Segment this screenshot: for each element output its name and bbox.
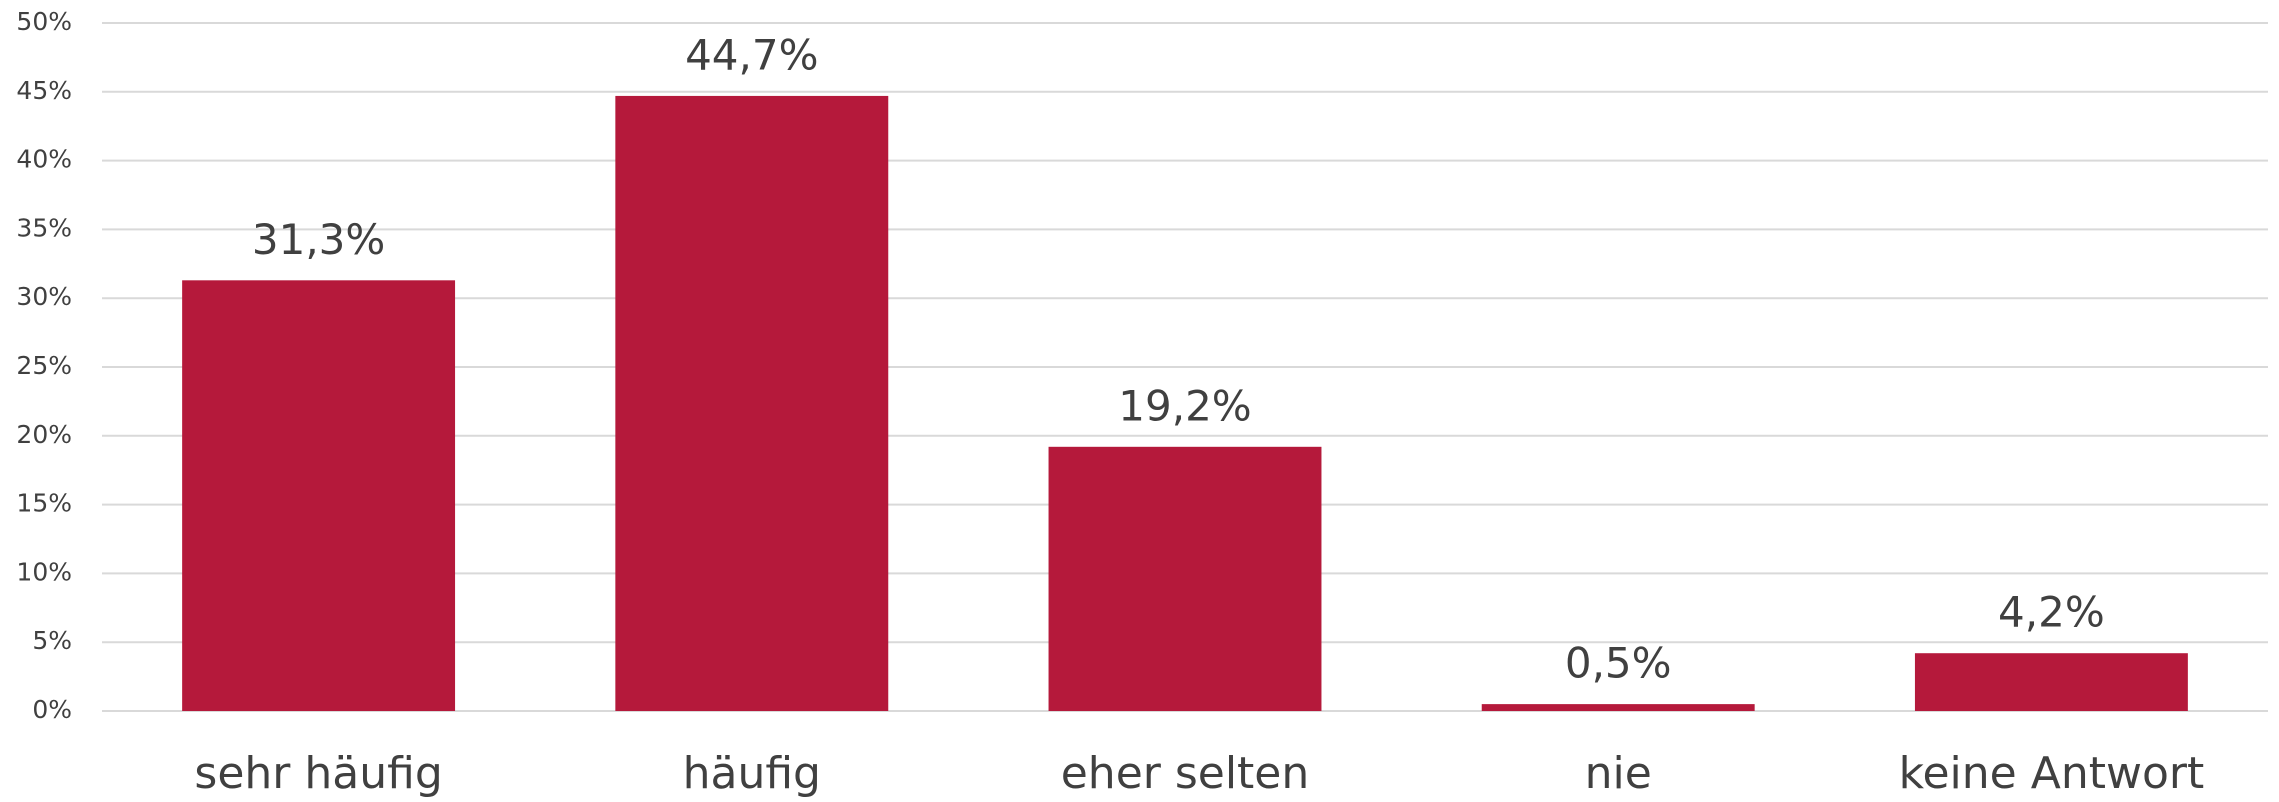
value-label: 44,7% — [685, 30, 818, 79]
x-tick-label: sehr häufig — [194, 748, 442, 799]
y-tick-label: 15% — [16, 489, 72, 518]
bar — [1481, 704, 1755, 711]
x-tick-label: nie — [1585, 748, 1652, 799]
y-tick-label: 25% — [16, 351, 72, 380]
y-tick-label: 35% — [16, 213, 72, 242]
bar — [615, 95, 889, 712]
x-tick-label: eher selten — [1061, 748, 1310, 799]
y-tick-label: 30% — [16, 282, 72, 311]
y-tick-label: 5% — [32, 626, 72, 655]
bar — [182, 280, 456, 711]
bar — [1048, 446, 1322, 711]
value-label: 4,2% — [1998, 588, 2105, 637]
y-tick-label: 45% — [16, 76, 72, 105]
y-tick-label: 50% — [16, 7, 72, 36]
x-tick-label: keine Antwort — [1899, 748, 2205, 799]
value-label: 0,5% — [1565, 639, 1672, 688]
x-tick-label: häufig — [683, 748, 821, 799]
value-label: 31,3% — [252, 215, 385, 264]
bar — [1914, 653, 2188, 711]
y-tick-label: 40% — [16, 145, 72, 174]
y-tick-label: 20% — [16, 420, 72, 449]
y-tick-label: 10% — [16, 557, 72, 586]
value-label: 19,2% — [1118, 381, 1251, 430]
y-tick-label: 0% — [32, 695, 72, 724]
